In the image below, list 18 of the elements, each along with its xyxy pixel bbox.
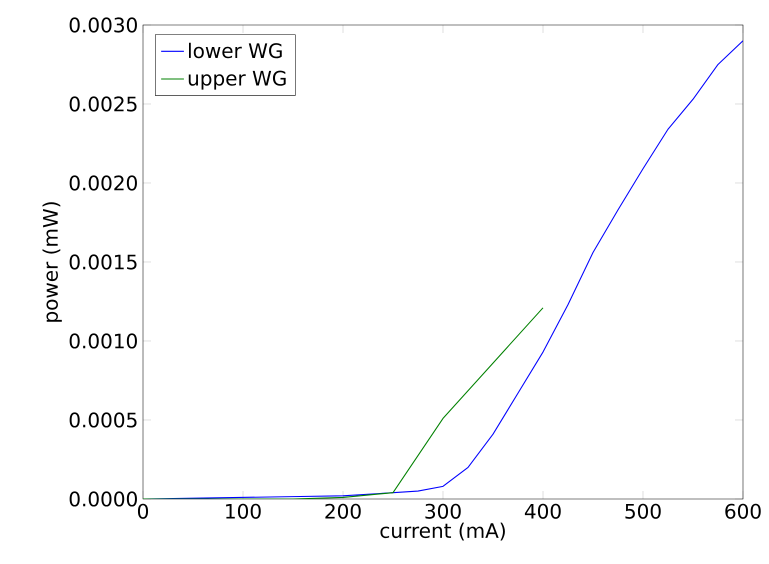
y-tick-label: 0.0020 (70, 175, 137, 191)
x-tick-label: 100 (226, 504, 261, 519)
legend-label: upper WG (188, 70, 286, 90)
y-axis-title: power (mW) (42, 202, 62, 322)
x-tick-label: 300 (425, 504, 461, 519)
y-tick-label: 0.0015 (70, 254, 137, 270)
x-tick-label: 600 (725, 504, 761, 519)
y-tick-label: 0.0030 (70, 17, 137, 33)
y-tick-label: 0.0010 (70, 333, 137, 349)
y-tick-label: 0.0005 (70, 412, 137, 428)
x-tick-label: 400 (524, 504, 561, 519)
y-tick-label: 0.0025 (70, 96, 137, 112)
y-tick-label: 0.0000 (70, 491, 137, 507)
x-axis-title: current (mA) (380, 522, 505, 540)
x-tick-label: 500 (625, 504, 661, 519)
legend-label: lower WG (188, 42, 282, 58)
x-tick-label: 0 (138, 504, 148, 519)
x-tick-label: 200 (325, 504, 361, 519)
